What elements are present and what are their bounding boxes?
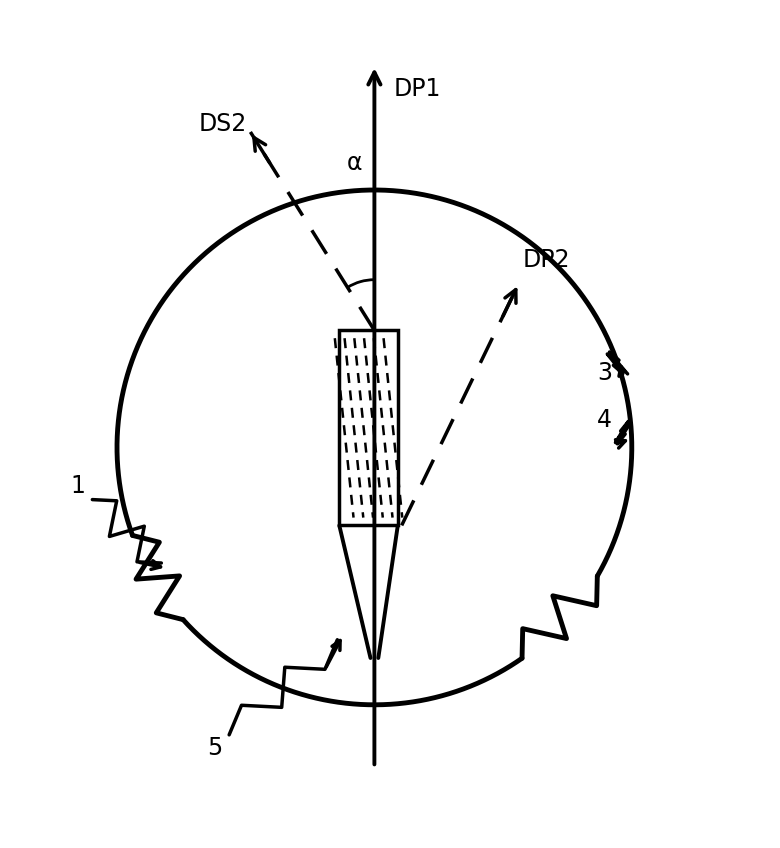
Text: 5: 5 [207, 736, 222, 760]
Text: DP1: DP1 [394, 76, 441, 101]
Text: 4: 4 [597, 408, 612, 432]
Text: 1: 1 [70, 474, 86, 499]
Text: α: α [347, 151, 363, 175]
Bar [339, 331, 398, 526]
Text: DP2: DP2 [523, 248, 570, 272]
Text: DS2: DS2 [199, 112, 247, 136]
Text: 3: 3 [597, 361, 612, 385]
